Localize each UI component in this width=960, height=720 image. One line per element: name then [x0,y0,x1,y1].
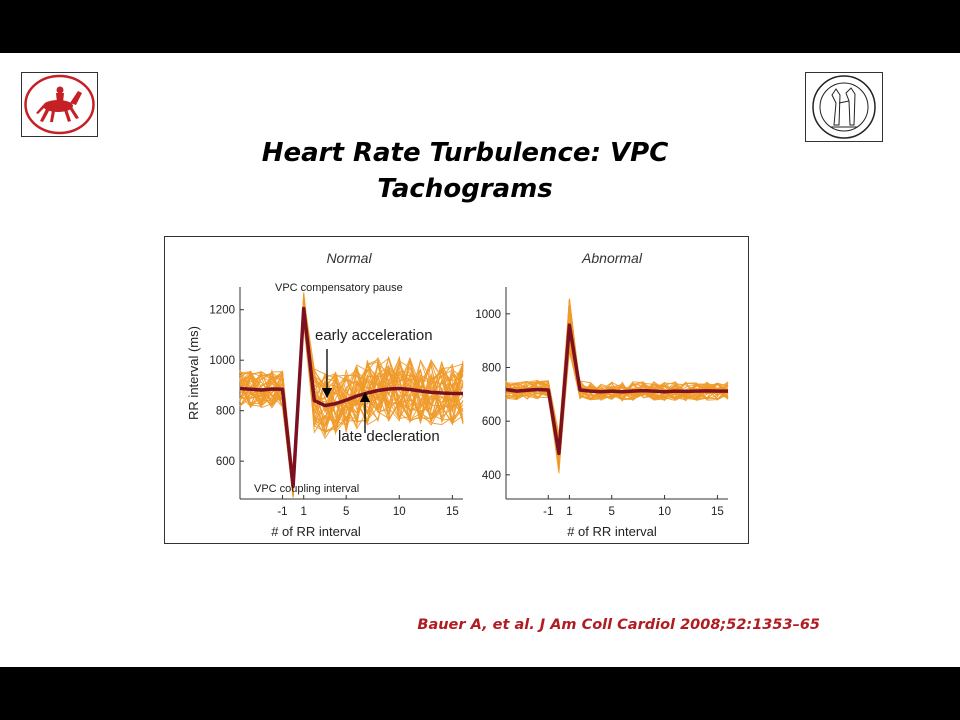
abnormal-mean-tachogram [505,323,728,456]
annotation-early-acceleration: early acceleration [315,327,433,344]
abnormal-individual-tachogram [505,333,728,474]
normal-y-axis-label: RR interval (ms) [186,326,201,420]
annotation-late-deceleration: late decleration [338,428,440,445]
abnormal-y-tick-label: 400 [482,470,501,482]
abnormal-chart-title: Abnormal [581,250,643,266]
top-letterbox-bar [0,0,960,53]
abnormal-y-tick-label: 800 [482,363,501,375]
abnormal-individual-tachogram [505,318,729,441]
abnormal-individual-tachogram [505,311,729,447]
annotation-compensatory-pause: VPC compensatory pause [275,282,403,294]
abnormal-x-tick-label: 10 [658,506,671,518]
abnormal-x-tick-label: 15 [711,506,724,518]
abnormal-y-tick-label: 600 [482,416,501,428]
slide-title-line-2: Tachograms [377,174,553,204]
normal-individual-tachogram [239,325,464,484]
normal-x-tick-label: 1 [301,506,307,518]
abnormal-individual-tachogram [505,329,729,437]
normal-x-axis-label: # of RR interval [271,524,361,539]
normal-individual-tachogram [239,322,464,482]
annotation-coupling-interval: VPC coupling interval [254,483,359,495]
normal-x-tick-label: 5 [343,506,349,518]
normal-x-tick-label: -1 [277,506,287,518]
university-seal-logo [805,72,883,142]
abnormal-individual-tachogram [505,303,729,458]
tachogram-figure: Normal Abnormal -1 1 5 10 15 600 800 1000 1200 -… [164,236,749,544]
normal-individual-tachogram [239,298,464,498]
slide-title-line-1: Heart Rate Turbulence: VPC [261,138,669,168]
normal-y-tick-label: 1200 [209,305,235,317]
abnormal-x-tick-label: -1 [543,506,553,518]
abnormal-individual-tachogram [505,299,729,437]
abnormal-x-tick-label: 1 [566,506,572,518]
abnormal-individual-tachogram [505,319,729,437]
abnormal-individual-tachogram [505,345,729,469]
abnormal-individual-tachogram [505,351,729,471]
university-horseman-logo [21,72,98,137]
normal-y-tick-label: 800 [216,406,235,418]
normal-chart-title: Normal [326,250,372,266]
abnormal-individual-tachogram [505,308,729,446]
abnormal-individual-tachogram [505,298,729,469]
normal-individual-tachogram [239,324,464,498]
citation-reference: Bauer A, et al. J Am Coll Cardiol 2008;5… [417,617,820,633]
slide-title: Heart Rate Turbulence: VPC Tachograms [180,135,750,207]
abnormal-individual-tachogram [505,308,729,453]
abnormal-individual-tachogram [505,338,729,465]
abnormal-x-tick-label: 5 [609,506,615,518]
abnormal-individual-tachogram [505,298,729,454]
normal-y-tick-label: 600 [216,456,235,468]
normal-x-tick-label: 10 [393,506,406,518]
bottom-letterbox-bar [0,667,960,720]
normal-x-tick-label: 15 [446,506,459,518]
normal-individual-tachogram [239,297,464,486]
abnormal-individual-tachogram [505,302,729,441]
normal-mean-tachogram [239,306,463,489]
abnormal-x-axis-label: # of RR interval [567,524,657,539]
normal-y-tick-label: 1000 [209,355,235,367]
abnormal-y-tick-label: 1000 [475,309,501,321]
